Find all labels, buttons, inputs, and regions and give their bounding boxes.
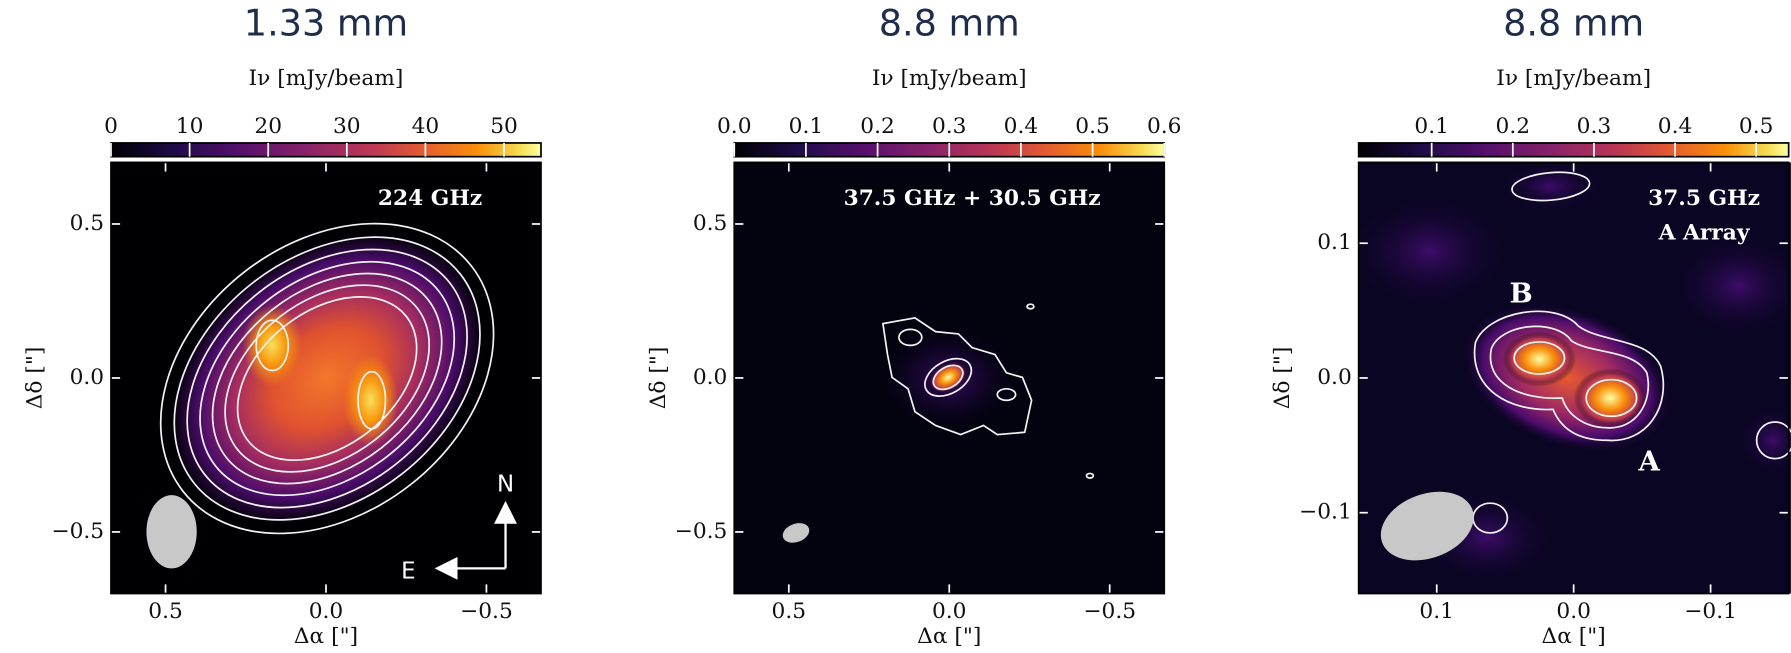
x-axis-label: Δα ["] [294,624,358,649]
emission [171,233,483,524]
y-tick-label: 0.5 [693,211,728,236]
emission [1499,162,1603,212]
colorbar-label: Iν [mJy/beam] [249,66,404,91]
y-axis-label: Δδ ["] [646,347,671,410]
colorbar-tick-label: 50 [490,114,518,139]
colorbar-label: Iν [mJy/beam] [1496,66,1651,91]
y-axis-label: Δδ ["] [23,347,48,410]
emission [1669,234,1791,338]
contour [1585,378,1638,418]
x-tick-label: 0.0 [1556,599,1591,624]
annotation: 224 GHz [378,186,482,211]
panel-title: 8.8 mm [1503,2,1644,45]
contour [1085,472,1095,479]
y-tick-label: −0.5 [675,519,728,544]
contour [996,387,1017,402]
colorbar-tick-label: 0.4 [1004,114,1039,139]
colorbar [1357,142,1790,158]
panel-title: 8.8 mm [879,2,1020,45]
annotation: E [401,558,415,584]
contour [924,357,973,397]
emission-peak [343,354,399,447]
contour [1513,341,1566,375]
colorbar-label: Iν [mJy/beam] [872,66,1027,91]
contour [255,319,290,372]
colorbar-tick-label: 0.2 [860,114,895,139]
x-axis-label: Δα ["] [1542,624,1606,649]
colorbar-tick-label: 10 [176,114,204,139]
contour [932,364,964,391]
colorbar-tick-label: 0 [104,114,118,139]
colorbar-tick-label: 0.5 [1075,114,1110,139]
y-tick-label: 0.1 [1317,230,1352,255]
beam [1380,491,1474,561]
beam [146,495,197,569]
x-tick-label: −0.1 [1684,599,1737,624]
colorbar-tick-label: 0.4 [1658,114,1693,139]
emission-peak [1573,368,1647,428]
annotation: B [1509,278,1532,310]
contour [1489,325,1650,429]
x-tick-label: 0.0 [932,599,967,624]
emission-peak [929,361,968,394]
contour [881,317,1033,436]
contour [357,370,387,430]
y-tick-label: −0.5 [51,519,104,544]
colorbar-tick-label: 0.1 [789,114,824,139]
colorbar-tick-label: 0.5 [1739,114,1774,139]
x-tick-label: −0.5 [460,599,513,624]
x-tick-label: −0.5 [1083,599,1136,624]
colorbar-tick-label: 40 [412,114,440,139]
x-tick-label: 0.0 [309,599,344,624]
colorbar-tick-label: 30 [333,114,361,139]
annotation: 37.5 GHz [1648,186,1760,211]
x-axis-label: Δα ["] [917,624,981,649]
y-tick-label: 0.0 [70,365,105,390]
plot-frame [110,161,542,595]
plot-frame [733,161,1166,595]
y-tick-label: 0.5 [70,211,105,236]
contour [1473,310,1665,442]
image-panel-2 [734,162,1165,594]
image-panel-3 [1358,162,1791,594]
plot-frame [1357,161,1790,595]
x-tick-label: 0.1 [1419,599,1454,624]
colorbar-tick-label: 0.2 [1496,114,1531,139]
x-tick-label: 0.5 [772,599,807,624]
colorbar-tick-label: 0.3 [932,114,967,139]
y-axis-label: Δδ ["] [1270,347,1295,410]
y-tick-label: 0.0 [1317,365,1352,390]
contour [1511,171,1591,202]
colorbar-tick-label: 0.0 [717,114,752,139]
annotation: A [1637,446,1660,478]
colorbar-tick-label: 0.1 [1414,114,1449,139]
y-tick-label: −0.1 [1299,500,1352,525]
annotation: A Array [1658,220,1751,245]
y-tick-label: 0.0 [693,365,728,390]
emission [1358,194,1510,309]
contour [1026,303,1035,310]
emission [1738,405,1791,475]
beam [782,523,810,543]
contour [1755,421,1791,460]
x-tick-label: 0.5 [148,599,183,624]
annotation: 37.5 GHz + 30.5 GHz [844,186,1101,211]
emission-peak [1502,331,1576,387]
colorbar-tick-label: 0.3 [1577,114,1612,139]
panel-title: 1.33 mm [244,2,408,45]
image-panel-1 [110,162,541,594]
contour [898,328,923,347]
contours [159,222,495,535]
colorbar-tick-label: 0.6 [1147,114,1182,139]
annotation: N [497,471,514,497]
colorbar [110,142,542,158]
colorbar-tick-label: 20 [254,114,282,139]
